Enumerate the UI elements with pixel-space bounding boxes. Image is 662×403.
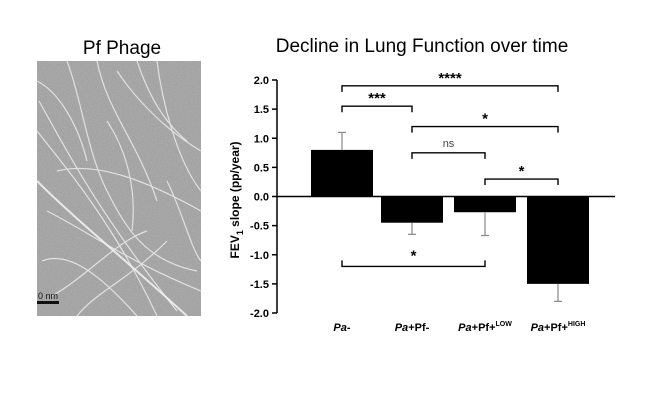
significance-bracket bbox=[341, 85, 559, 92]
significance-bracket bbox=[341, 105, 413, 113]
significance-label: **** bbox=[438, 70, 462, 87]
y-tick-label: -1.0 bbox=[250, 250, 269, 262]
x-tick-label: Pa+Pf+LOW bbox=[458, 321, 512, 334]
significance-bracket bbox=[484, 178, 559, 186]
y-tick-label: 0.5 bbox=[254, 162, 269, 174]
significance-bracket bbox=[411, 152, 486, 159]
significance-label: * bbox=[482, 111, 488, 128]
y-tick-label: 2.0 bbox=[254, 75, 269, 87]
phage-micrograph: 0 nm bbox=[37, 61, 201, 316]
bar bbox=[381, 196, 443, 223]
significance-label: * bbox=[519, 163, 525, 180]
y-tick-label: 1.0 bbox=[254, 133, 269, 145]
significance-bracket bbox=[411, 125, 559, 133]
y-tick-label: -1.5 bbox=[250, 279, 269, 291]
x-tick-label: Pa- bbox=[333, 322, 350, 334]
y-tick-label: 0.0 bbox=[254, 192, 269, 204]
significance-label: *** bbox=[368, 90, 386, 107]
x-tick-label: Pa+Pf- bbox=[395, 322, 430, 334]
y-axis-label: FEV1 slope (pp/year) bbox=[228, 141, 245, 258]
bar bbox=[527, 196, 589, 284]
x-tick-label: Pa+Pf+HIGH bbox=[531, 321, 586, 334]
bar bbox=[311, 149, 373, 197]
micrograph-title: Pf Phage bbox=[82, 38, 162, 59]
significance-label: ns bbox=[443, 138, 455, 150]
y-tick-label: -2.0 bbox=[250, 308, 269, 320]
y-tick-label: 1.5 bbox=[254, 104, 269, 116]
significance-label: * bbox=[411, 247, 417, 264]
chart-title: Decline in Lung Function over time bbox=[275, 36, 569, 57]
scale-bar-label: 0 nm bbox=[38, 291, 58, 301]
bar bbox=[454, 196, 516, 213]
significance-bracket bbox=[341, 260, 486, 268]
y-tick-label: -0.5 bbox=[250, 221, 269, 233]
bar-chart: FEV1 slope (pp/year) 2.0 1.5 1.0 0.5 0.0 -0.5… bbox=[228, 70, 615, 334]
